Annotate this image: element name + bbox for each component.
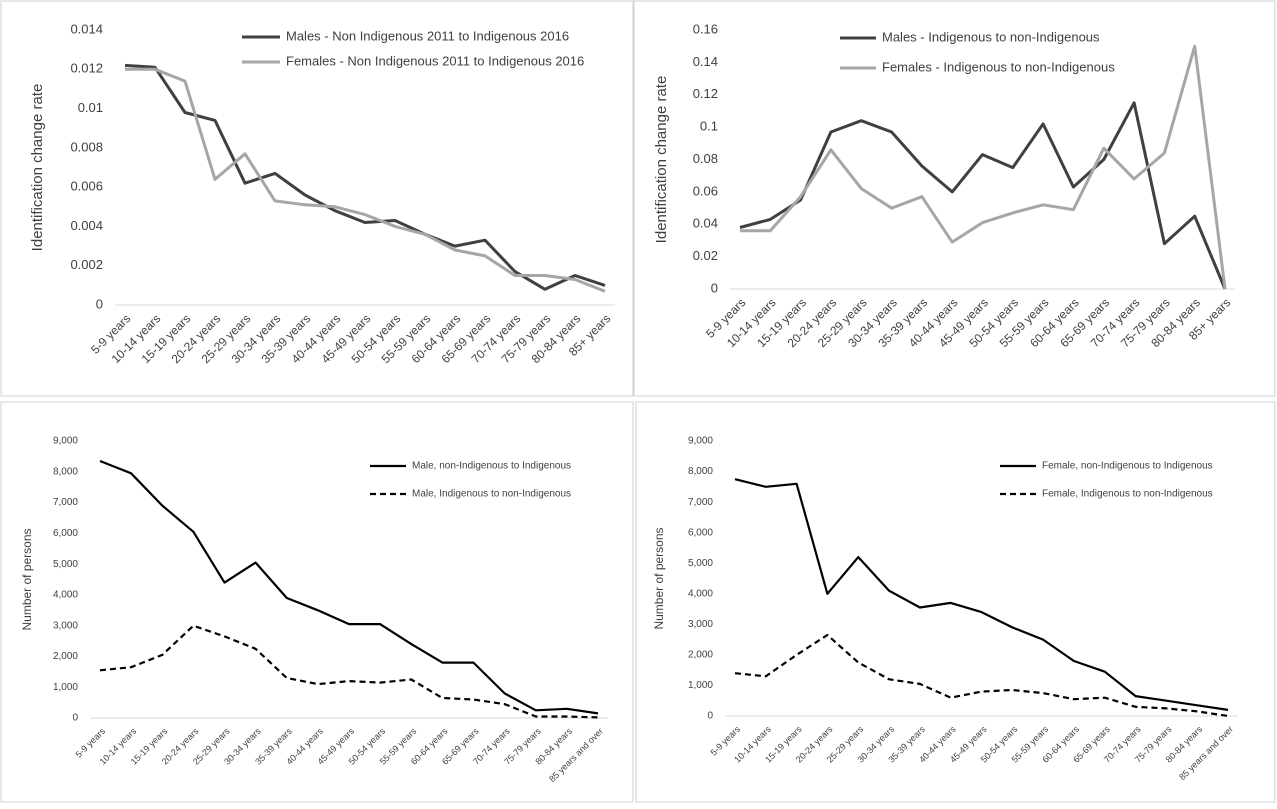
y-tick-label: 0.1 [700,119,718,134]
legend-label: Males - Non Indigenous 2011 to Indigenou… [286,28,569,43]
y-tick-label: 7,000 [688,497,713,508]
y-axis-title: Identification change rate [29,84,46,252]
legend-label: Female, Indigenous to non-Indigenous [1042,489,1213,500]
y-axis-title: Number of persons [20,528,34,630]
panel [0,0,634,397]
y-tick-label: 2,000 [688,650,713,661]
y-tick-label: 5,000 [53,559,78,570]
legend-label: Females - Non Indigenous 2011 to Indigen… [286,53,584,68]
panel [635,401,1276,803]
x-tick-label: 85 years and over [547,726,605,784]
y-tick-label: 0 [96,296,103,311]
y-tick-label: 0.004 [70,218,103,233]
y-tick-label: 0.014 [70,21,103,36]
y-tick-label: 0.01 [78,100,103,115]
y-tick-label: 0.002 [70,257,103,272]
y-tick-label: 0.008 [70,139,103,154]
y-tick-label: 0.006 [70,179,103,194]
y-tick-label: 7,000 [53,497,78,508]
y-axis-title: Identification change rate [653,76,670,244]
y-tick-label: 9,000 [53,436,78,447]
y-tick-label: 9,000 [688,436,713,447]
y-tick-label: 0.02 [693,248,718,263]
panel [633,0,1276,397]
y-tick-label: 0.08 [693,151,718,166]
y-tick-label: 2,000 [53,651,78,662]
y-tick-label: 8,000 [688,466,713,477]
legend-label: Male, Indigenous to non-Indigenous [412,489,571,500]
series-line [740,44,1227,290]
series-line [99,459,599,715]
y-tick-label: 3,000 [53,620,78,631]
legend-label: Females - Indigenous to non-Indigenous [882,59,1115,74]
y-tick-label: 0.14 [693,54,718,69]
y-tick-label: 0.12 [693,86,718,101]
series-line [99,624,599,719]
y-tick-label: 0.012 [70,61,103,76]
legend-label: Males - Indigenous to non-Indigenous [882,29,1100,44]
y-tick-label: 1,000 [688,680,713,691]
series-line [734,633,1229,718]
x-tick-label: 85 years and over [1177,724,1235,782]
y-tick-label: 8,000 [53,466,78,477]
y-tick-label: 0 [711,280,718,295]
panel [0,401,634,803]
y-tick-label: 6,000 [688,527,713,538]
y-tick-label: 4,000 [688,588,713,599]
y-tick-label: 5,000 [688,558,713,569]
y-axis-title: Number of persons [652,527,666,629]
series-line [125,67,606,293]
y-tick-label: 6,000 [53,528,78,539]
y-tick-label: 3,000 [688,619,713,630]
y-tick-label: 0.16 [693,21,718,36]
y-tick-label: 1,000 [53,682,78,693]
y-tick-label: 4,000 [53,590,78,601]
legend-label: Male, non-Indigenous to Indigenous [412,461,571,472]
y-tick-label: 0.06 [693,183,718,198]
y-tick-label: 0 [72,713,78,724]
y-tick-label: 0.04 [693,216,718,231]
y-tick-label: 0 [707,711,713,722]
series-line [734,478,1229,711]
legend-label: Female, non-Indigenous to Indigenous [1042,461,1213,472]
series-line [739,101,1227,290]
series-line [124,63,606,291]
